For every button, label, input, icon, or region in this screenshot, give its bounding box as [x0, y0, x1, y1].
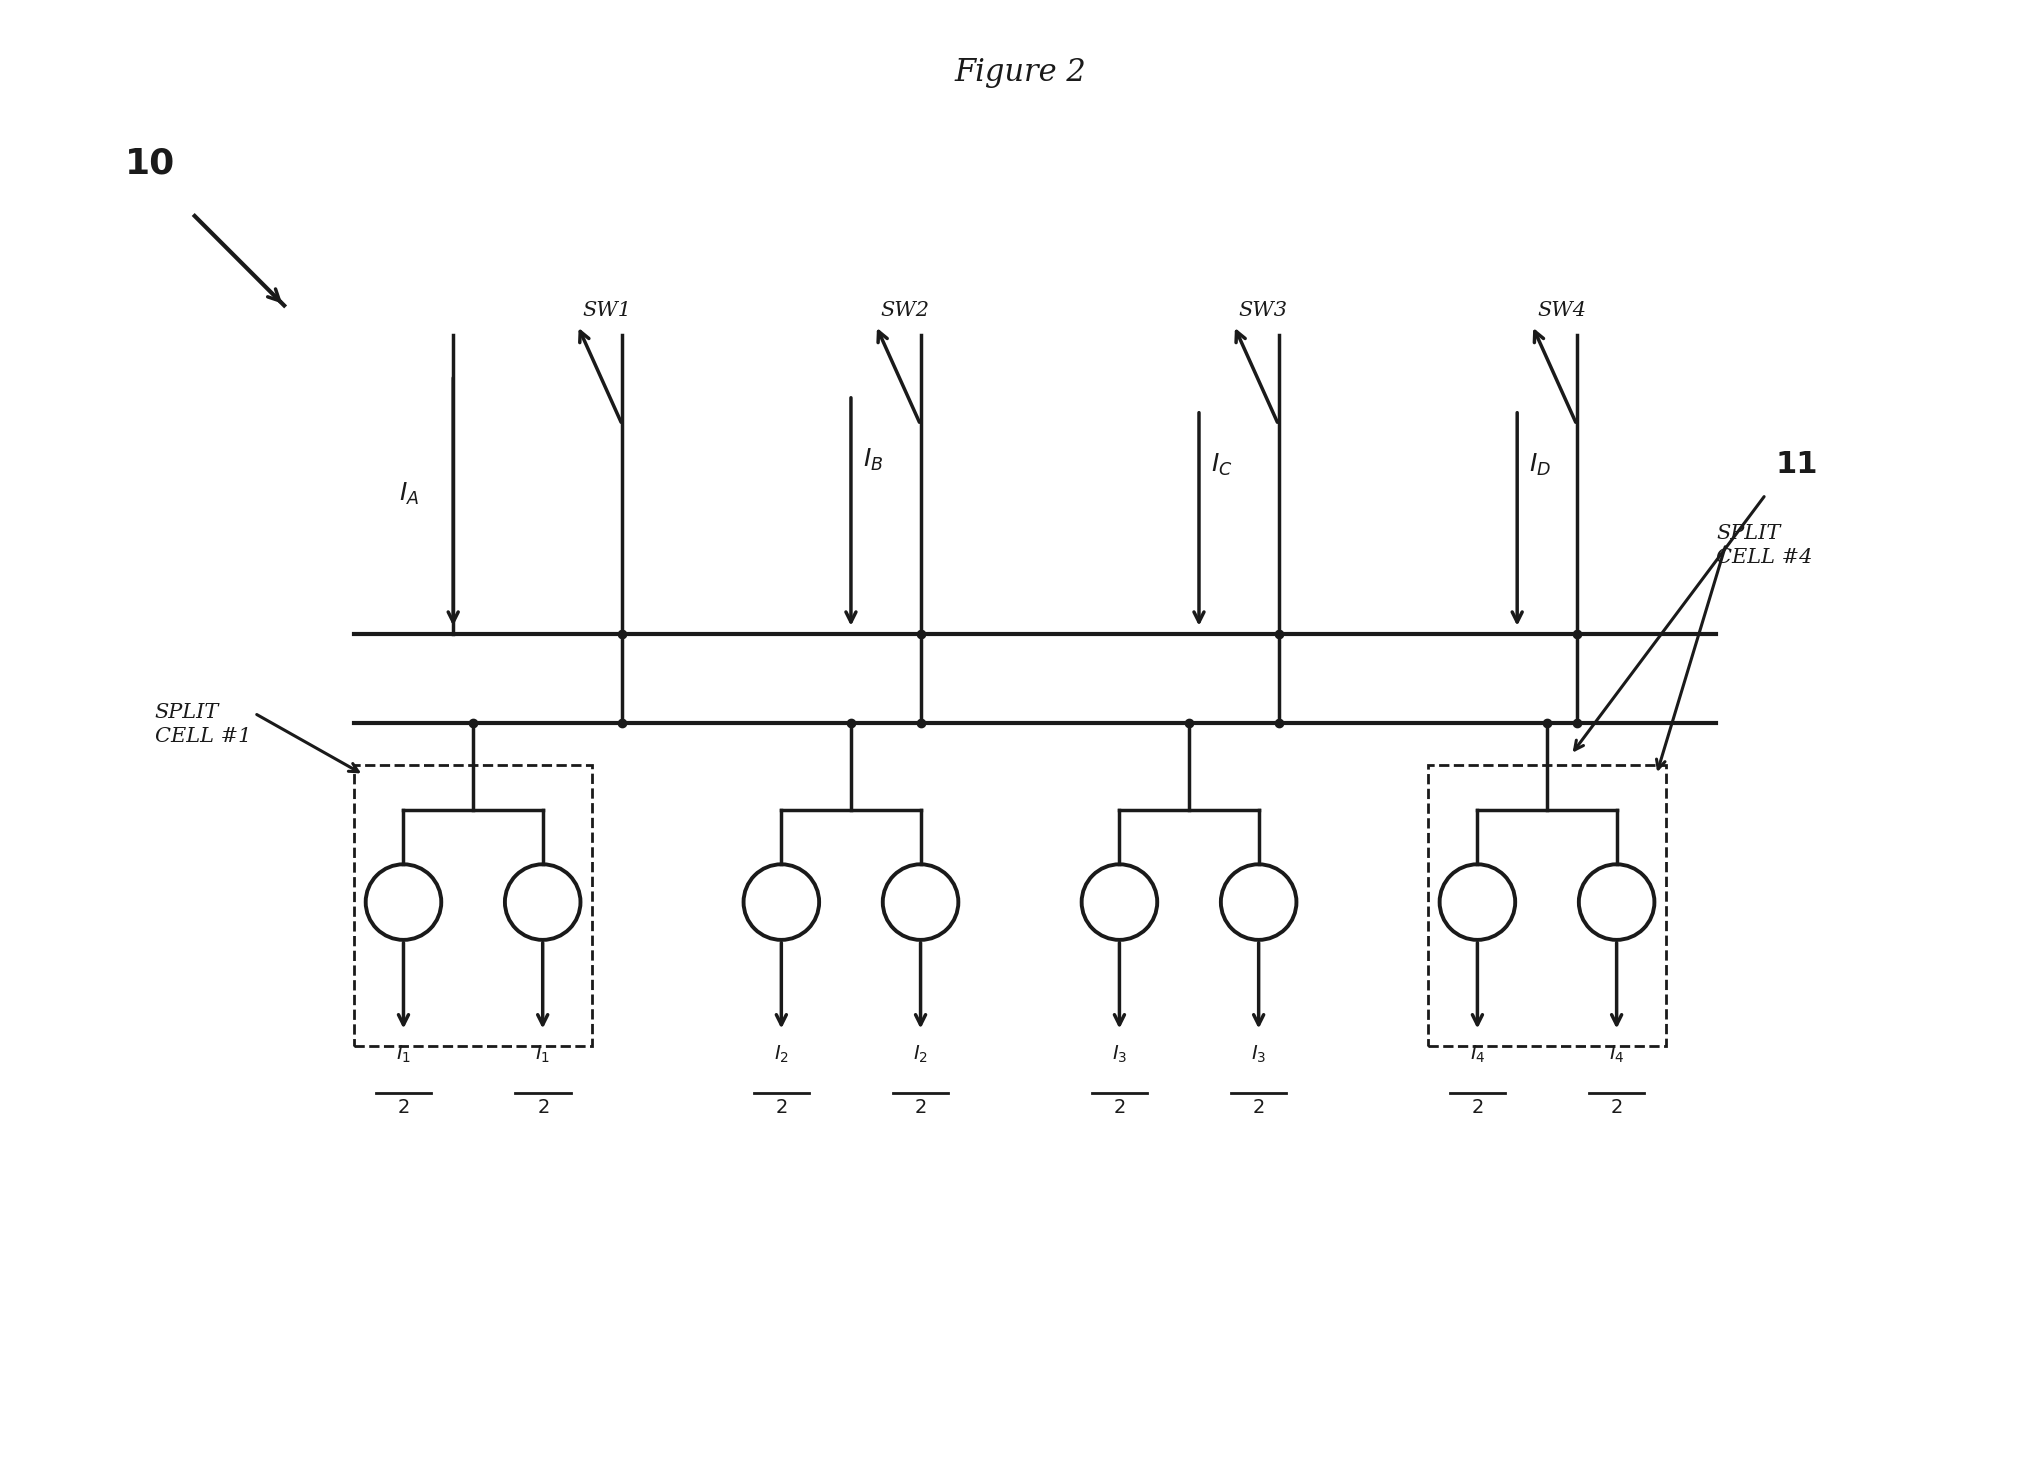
Text: SW2: SW2	[881, 301, 930, 320]
Text: $I_A$: $I_A$	[398, 482, 418, 507]
Text: $I_{3}$: $I_{3}$	[1111, 1044, 1128, 1065]
Text: SPLIT
CELL #1: SPLIT CELL #1	[155, 703, 251, 746]
Text: $I_C$: $I_C$	[1211, 451, 1232, 478]
Text: $2$: $2$	[913, 1099, 928, 1117]
Text: $2$: $2$	[1252, 1099, 1264, 1117]
Text: $2$: $2$	[1472, 1099, 1484, 1117]
Text: $I_{1}$: $I_{1}$	[396, 1044, 412, 1065]
Text: $I_{3}$: $I_{3}$	[1252, 1044, 1266, 1065]
Text: $2$: $2$	[1611, 1099, 1623, 1117]
Text: SW3: SW3	[1240, 301, 1289, 320]
Text: 10: 10	[124, 147, 175, 181]
Text: $I_B$: $I_B$	[862, 446, 883, 473]
Bar	[1427, 765, 1666, 1047]
Text: $2$: $2$	[775, 1099, 787, 1117]
Text: $I_{2}$: $I_{2}$	[913, 1044, 928, 1065]
Text: SPLIT
CELL #4: SPLIT CELL #4	[1717, 523, 1813, 567]
Text: $I_{4}$: $I_{4}$	[1470, 1044, 1484, 1065]
Text: $I_{1}$: $I_{1}$	[534, 1044, 551, 1065]
Text: $I_{2}$: $I_{2}$	[775, 1044, 789, 1065]
Text: $I_{4}$: $I_{4}$	[1609, 1044, 1625, 1065]
Text: SW1: SW1	[583, 301, 632, 320]
Text: $I_D$: $I_D$	[1529, 451, 1552, 478]
Bar	[353, 765, 593, 1047]
Text: SW4: SW4	[1537, 301, 1586, 320]
Text: $2$: $2$	[1113, 1099, 1126, 1117]
Text: Figure 2: Figure 2	[954, 56, 1087, 87]
Text: 11: 11	[1776, 449, 1819, 479]
Text: $2$: $2$	[398, 1099, 410, 1117]
Text: $2$: $2$	[536, 1099, 548, 1117]
